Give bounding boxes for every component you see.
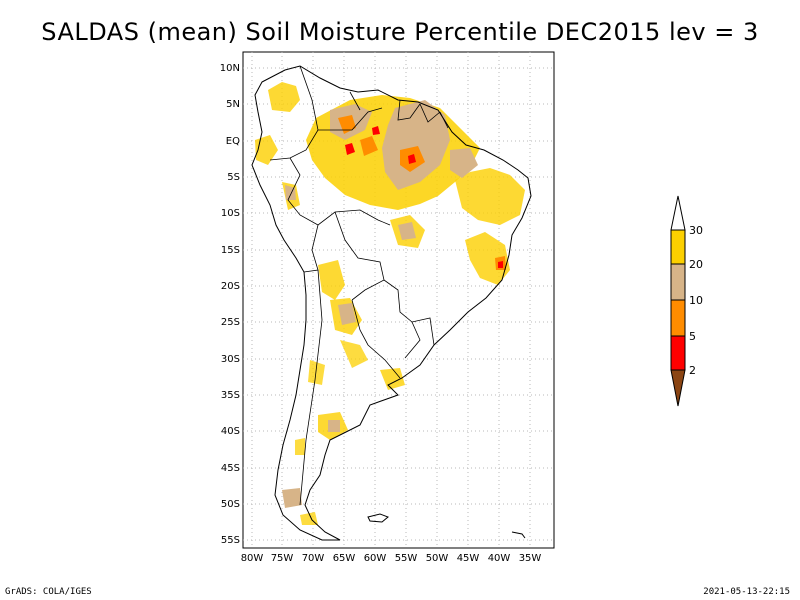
lon-label: 45W [457,553,480,564]
lon-label: 50W [426,553,449,564]
lat-label: 10N [220,63,240,74]
lon-label: 65W [333,553,356,564]
lon-label: 70W [302,553,325,564]
legend-label: 20 [689,258,703,271]
legend-label: 10 [689,294,703,307]
lat-label: 10S [221,208,240,219]
lat-label: 5S [227,172,240,183]
map-title: SALDAS (mean) Soil Moisture Percentile D… [41,18,759,46]
coastline [251,65,532,541]
legend-10-20 [670,263,686,301]
country-borders [269,65,449,506]
lat-label: 30S [221,354,240,365]
lon-axis-labels: 80W 75W 70W 65W 60W 55W 50W 45W 40W 35W [241,553,542,564]
footer-credit: GrADS: COLA/IGES [5,587,92,597]
legend-5-10 [670,299,686,337]
lat-label: 20S [221,281,240,292]
legend-label: 30 [689,224,703,237]
lat-label: 55S [221,535,240,546]
lat-label: 45S [221,463,240,474]
lat-label: 50S [221,499,240,510]
south-georgia [511,531,526,539]
legend-labels: 30 20 10 5 2 [689,224,703,377]
lat-label: EQ [226,136,240,147]
lat-label: 25S [221,317,240,328]
lon-label: 55W [395,553,418,564]
lat-label: 35S [221,390,240,401]
falkland-islands [367,513,389,523]
lat-label: 15S [221,245,240,256]
legend-label: 5 [689,330,696,343]
lon-label: 60W [364,553,387,564]
legend-above30 [670,195,686,231]
lat-label: 5N [226,99,240,110]
lon-label: 35W [519,553,542,564]
lon-label: 75W [271,553,294,564]
legend-label: 2 [689,364,696,377]
legend-2-5 [670,335,686,371]
lon-label: 80W [241,553,264,564]
color-legend [670,195,686,407]
lat-axis-labels: 10N 5N EQ 5S 10S 15S 20S 25S 30S 35S 40S… [220,63,240,546]
lon-label: 40W [488,553,511,564]
footer-timestamp: 2021-05-13-22:15 [703,587,790,597]
lat-label: 40S [221,426,240,437]
legend-below2 [670,369,686,407]
legend-20-30 [670,229,686,265]
